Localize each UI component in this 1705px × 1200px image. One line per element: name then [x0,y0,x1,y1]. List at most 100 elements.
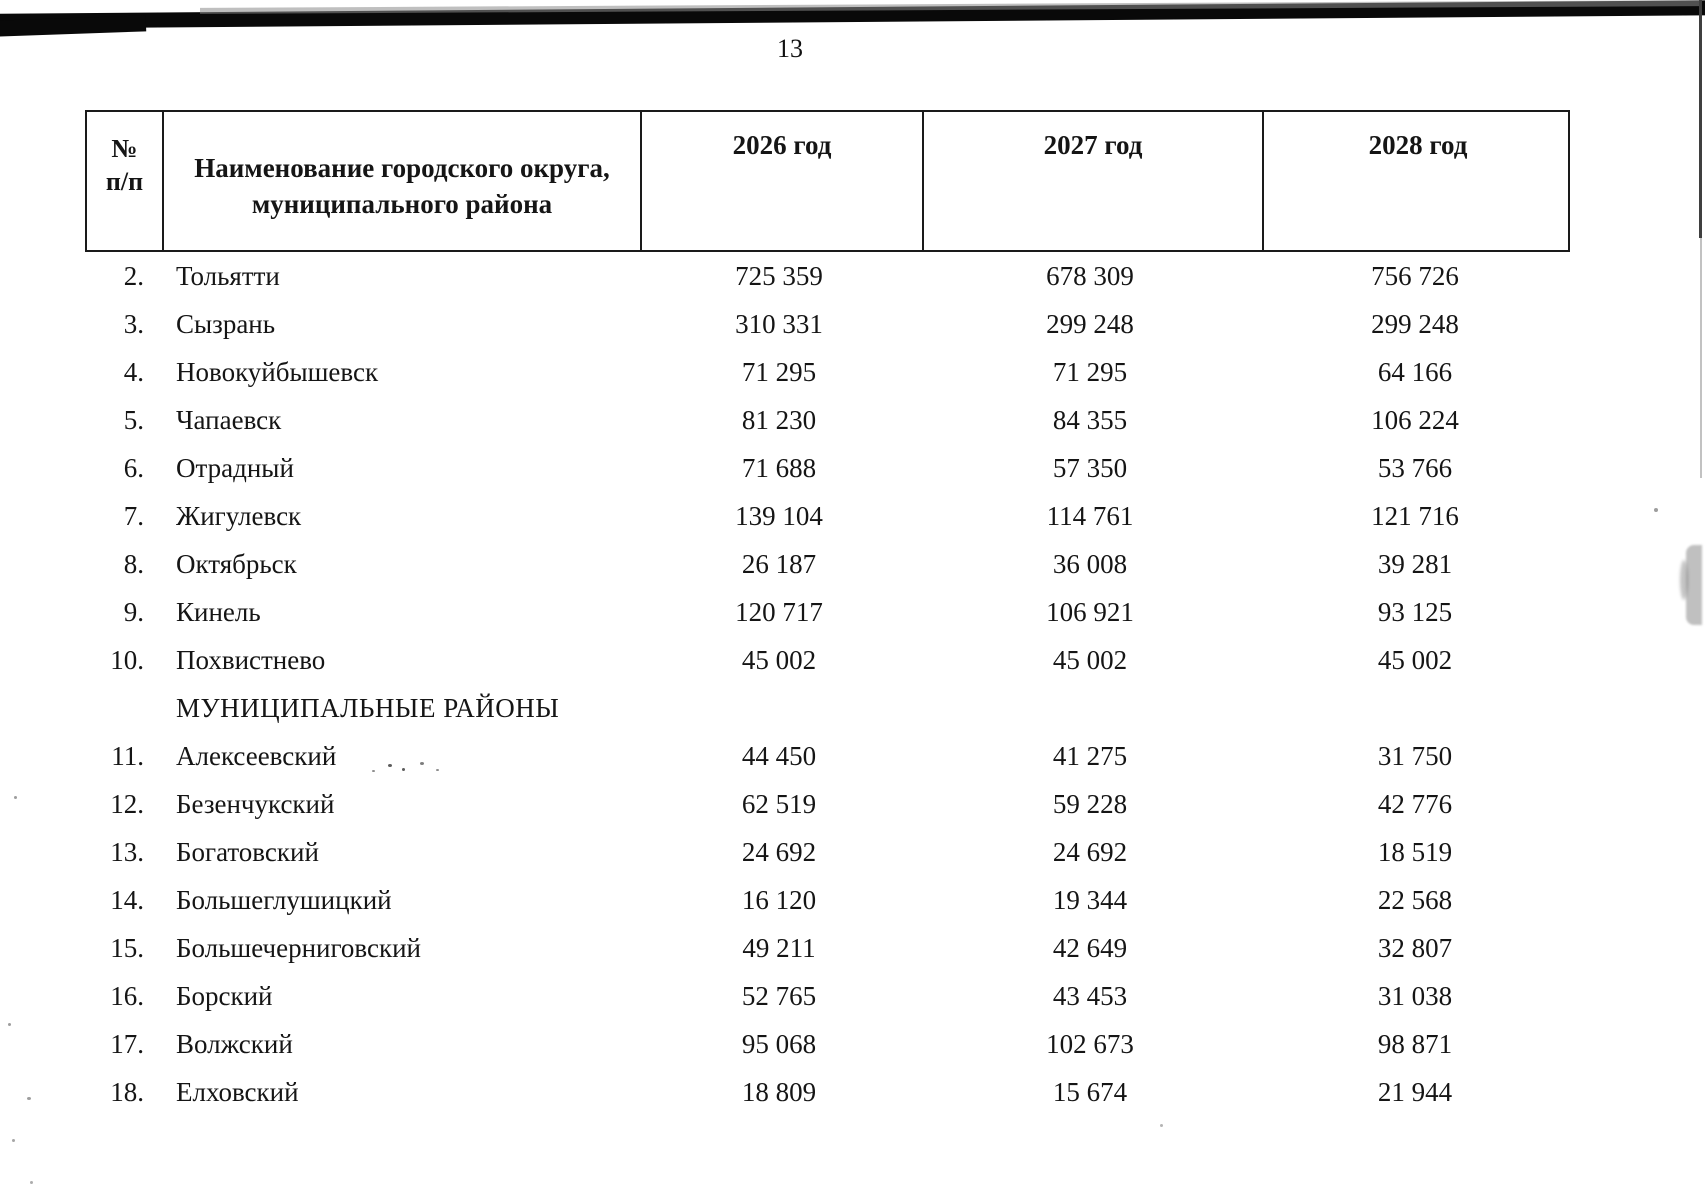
row-value-2026-cell: 81 230 [741,404,817,435]
row-value-2026-cell: 310 331 [735,308,823,339]
scan-artifact-top-bar [0,0,1705,29]
header-cell-year-2027: 2027 год [922,112,1262,250]
row-name-cell: Октябрьск [176,548,297,579]
row-value-2027-cell: 41 275 [1052,740,1128,771]
row-value-2027-cell: 43 453 [1052,980,1128,1011]
row-name-cell: Тольятти [176,260,280,291]
scan-artifact-smudge-dots [1680,560,1688,600]
budget-table: № п/п Наименование городского округа, му… [85,110,1570,1116]
scan-speckle [14,796,17,799]
scan-artifact-right-edge-line [1699,0,1702,238]
scan-artifact-right-edge-line-faint [1700,238,1702,478]
row-value-2027-cell: 57 350 [1052,452,1128,483]
scan-artifact-smudge [1686,545,1702,625]
header-cell-year-2028: 2028 год [1262,112,1572,250]
row-name-cell: Безенчукский [176,788,335,819]
row-number-cell: 18. [110,1076,144,1107]
scan-artifact-top-haze [199,0,1701,14]
row-value-2027-cell: 114 761 [1046,500,1134,531]
row-value-2028-cell: 93 125 [1377,596,1453,627]
table-row: 17. Волжский 95 068 102 673 98 871 [85,1020,1570,1068]
scan-speckle [420,762,424,765]
row-value-2027-cell: 19 344 [1052,884,1128,915]
header-cell-name: Наименование городского округа, муниципа… [162,112,640,250]
row-value-2027-cell: 45 002 [1052,644,1128,675]
row-name-cell: Кинель [176,596,261,627]
row-name-cell: МУНИЦИПАЛЬНЫЕ РАЙОНЫ [176,692,560,723]
row-number-cell: 14. [110,884,144,915]
row-value-2027-cell: 36 008 [1052,548,1128,579]
table-row: 9. Кинель 120 717 106 921 93 125 [85,588,1570,636]
row-number-cell: 7. [123,500,144,531]
row-value-2028-cell: 22 568 [1377,884,1453,915]
row-name-cell: Отрадный [176,452,294,483]
row-value-2028-cell: 18 519 [1377,836,1453,867]
table-row: 15. Большечерниговский 49 211 42 649 32 … [85,924,1570,972]
row-value-2027-cell: 42 649 [1052,932,1128,963]
row-value-2028-cell: 45 002 [1377,644,1453,675]
scan-speckle [12,1139,15,1142]
table-row: 10. Похвистнево 45 002 45 002 45 002 [85,636,1570,684]
row-value-2026-cell: 120 717 [735,596,823,627]
table-row: 12. Безенчукский 62 519 59 228 42 776 [85,780,1570,828]
row-value-2026-cell: 18 809 [741,1076,817,1107]
row-value-2027-cell: 299 248 [1046,308,1134,339]
table-row: 13. Богатовский 24 692 24 692 18 519 [85,828,1570,876]
row-value-2028-cell: 121 716 [1371,500,1459,531]
header-cell-number: № п/п [87,112,162,250]
row-number-cell: 8. [123,548,144,579]
row-value-2026-cell: 44 450 [741,740,817,771]
scan-speckle [1654,508,1658,512]
row-value-2027-cell: 24 692 [1052,836,1128,867]
row-number-cell: 6. [123,452,144,483]
row-value-2028-cell: 756 726 [1371,260,1459,291]
row-number-cell: 5. [123,404,144,435]
row-value-2028-cell: 39 281 [1377,548,1453,579]
row-name-cell: Большечерниговский [176,932,421,963]
table-row: МУНИЦИПАЛЬНЫЕ РАЙОНЫ [85,684,1570,732]
header-name-line1: Наименование городского округа, [194,153,610,183]
row-value-2027-cell: 71 295 [1052,356,1128,387]
row-number-cell: 9. [123,596,144,627]
row-value-2027-cell: 15 674 [1052,1076,1128,1107]
page-number: 13 [777,34,803,63]
row-value-2026-cell: 26 187 [741,548,817,579]
row-value-2026-cell: 95 068 [741,1028,817,1059]
row-name-cell: Богатовский [176,836,319,867]
row-value-2028-cell: 98 871 [1377,1028,1453,1059]
row-value-2028-cell: 64 166 [1377,356,1453,387]
row-value-2028-cell: 21 944 [1377,1076,1453,1107]
table-row: 6. Отрадный 71 688 57 350 53 766 [85,444,1570,492]
row-number-cell: 10. [110,644,144,675]
row-value-2026-cell: 62 519 [741,788,817,819]
scan-speckle [402,768,405,771]
row-value-2027-cell: 102 673 [1046,1028,1134,1059]
row-value-2028-cell: 31 038 [1377,980,1453,1011]
table-header-row: № п/п Наименование городского округа, му… [85,110,1570,252]
row-value-2028-cell: 32 807 [1377,932,1453,963]
row-value-2026-cell: 45 002 [741,644,817,675]
row-value-2028-cell: 106 224 [1371,404,1459,435]
table-row: 3. Сызрань 310 331 299 248 299 248 [85,300,1570,348]
header-number-line1: № [111,134,138,163]
row-value-2026-cell: 49 211 [742,932,816,963]
scan-speckle [436,769,439,771]
row-number-cell: 15. [110,932,144,963]
header-name-line2: муниципального района [251,189,553,219]
row-name-cell: Сызрань [176,308,276,339]
scan-speckle [372,770,375,772]
row-value-2027-cell: 678 309 [1046,260,1134,291]
row-number-cell: 12. [110,788,144,819]
scan-speckle [1160,1124,1163,1127]
row-value-2028-cell: 42 776 [1377,788,1453,819]
row-number-cell: 3. [123,308,144,339]
row-name-cell: Большеглушицкий [176,884,392,915]
row-name-cell: Борский [176,980,273,1011]
row-name-cell: Елховский [176,1076,299,1107]
table-row: 5. Чапаевск 81 230 84 355 106 224 [85,396,1570,444]
row-value-2026-cell: 71 295 [741,356,817,387]
row-value-2026-cell: 139 104 [735,500,823,531]
table-row: 4. Новокуйбышевск 71 295 71 295 64 166 [85,348,1570,396]
row-name-cell: Чапаевск [176,404,282,435]
